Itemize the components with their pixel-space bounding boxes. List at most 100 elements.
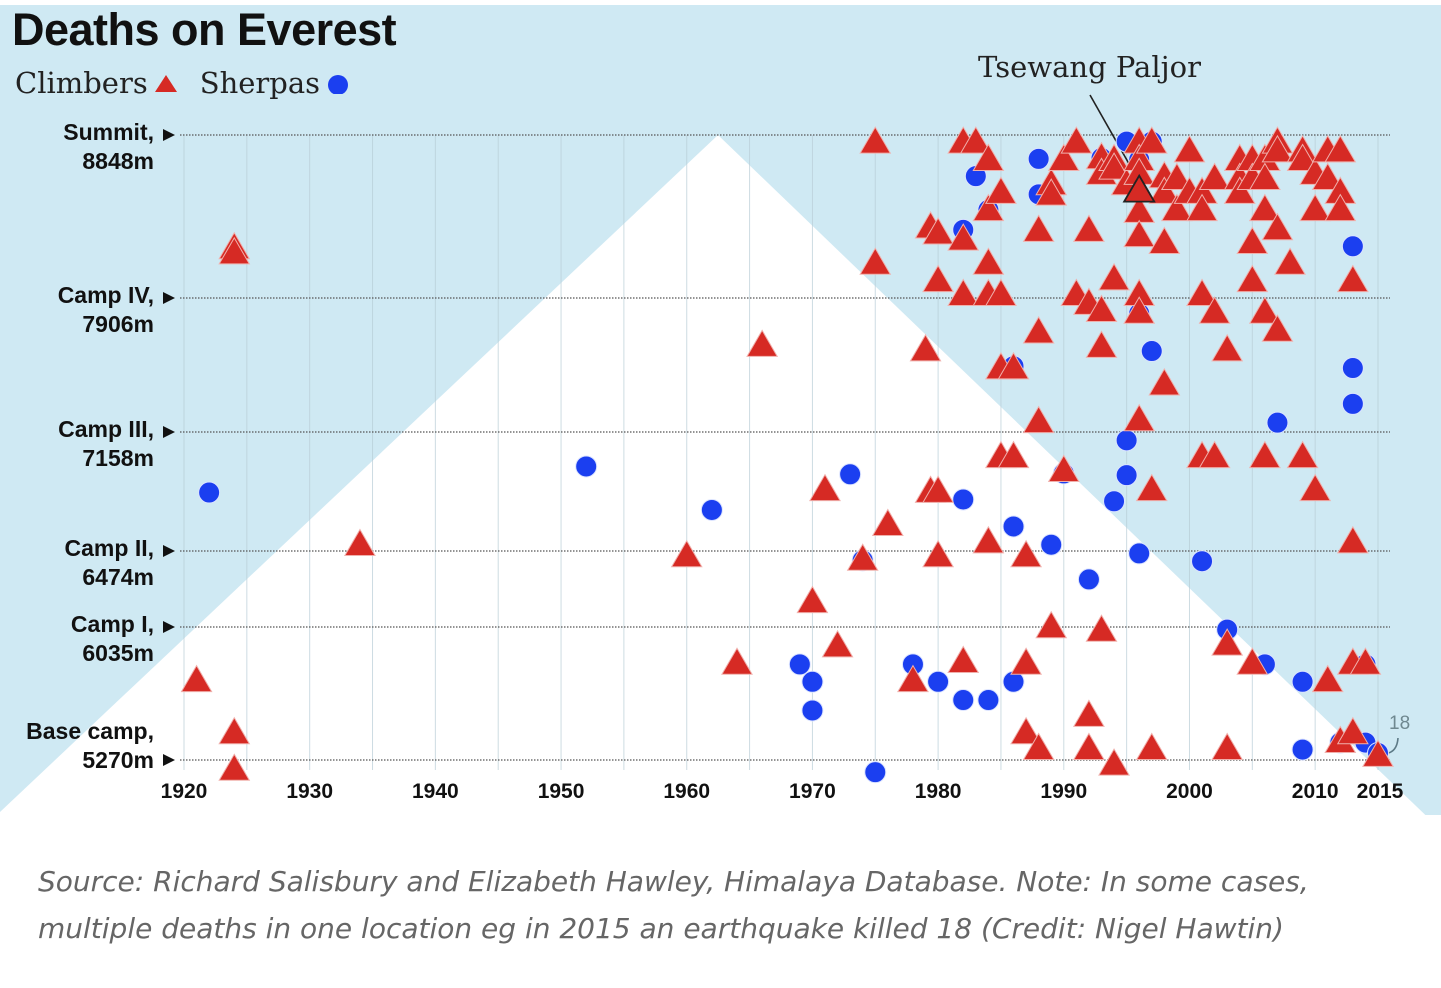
climber-point — [1236, 226, 1269, 255]
y-level-label: Summit, 8848m — [63, 118, 154, 176]
climber-point — [1186, 278, 1218, 306]
climber-point — [1135, 126, 1168, 154]
climber-point — [997, 440, 1030, 469]
x-tick-label: 2015 — [1356, 780, 1404, 803]
climber-point — [1123, 219, 1156, 248]
y-level-altitude: 7906m — [82, 311, 154, 337]
climber-point — [1035, 178, 1068, 206]
climber-point — [947, 645, 980, 674]
sherpa-point — [1341, 392, 1364, 415]
climber-point — [922, 264, 955, 293]
climber-point — [721, 647, 753, 675]
sherpa-point — [1191, 550, 1214, 573]
climber-point — [984, 278, 1017, 306]
climber-point — [180, 664, 213, 693]
climber-point — [1286, 440, 1319, 469]
climber-point — [1336, 264, 1369, 293]
sherpa-point — [1027, 147, 1050, 170]
climber-point — [1123, 296, 1156, 324]
climber-point — [1299, 473, 1332, 502]
climber-point — [1236, 264, 1269, 293]
climber-point — [959, 126, 992, 154]
climber-point — [796, 585, 829, 614]
sherpa-point — [801, 670, 824, 693]
highlight-point — [1122, 173, 1156, 203]
climber-point — [1349, 647, 1382, 675]
climber-point — [1211, 732, 1244, 760]
climber-point — [972, 143, 1005, 171]
climber-point — [1223, 176, 1256, 204]
climber-point — [1324, 193, 1357, 222]
climber-point — [1148, 176, 1181, 204]
climber-point — [1123, 403, 1156, 432]
chart-canvas — [0, 5, 1441, 830]
legend: Climbers Sherpas — [15, 66, 372, 100]
climber-point — [1148, 226, 1181, 255]
x-tick-label: 1970 — [789, 780, 836, 803]
climber-point — [1336, 716, 1369, 745]
triangle-icon — [154, 75, 177, 92]
source-note: Source: Richard Salisbury and Elizabeth … — [38, 865, 1309, 945]
sherpa-point — [1291, 670, 1314, 693]
climber-point — [1098, 262, 1131, 291]
mountain-shape — [0, 135, 1441, 830]
x-tick-label: 1940 — [412, 780, 459, 803]
climber-point — [746, 329, 779, 357]
climber-point — [922, 539, 955, 568]
altitude-lines — [163, 129, 1390, 766]
climber-point — [1198, 296, 1231, 324]
sherpa-point — [1103, 490, 1126, 513]
x-tick-label: 1960 — [663, 780, 711, 803]
climber-point — [1160, 162, 1193, 191]
climber-point — [1261, 314, 1294, 342]
climber-point — [1135, 473, 1168, 502]
sherpa-point — [952, 488, 975, 511]
sherpa-point — [1266, 411, 1289, 434]
climber-point — [1236, 647, 1269, 675]
arrow-right-icon — [163, 129, 175, 141]
sherpa-point — [1115, 429, 1138, 452]
sherpa-point — [1115, 464, 1138, 487]
sherpa-point — [801, 699, 824, 722]
climber-point — [218, 236, 251, 265]
y-level-label: Camp IV, 7906m — [58, 281, 154, 339]
climber-point — [1362, 739, 1394, 767]
sherpa-point — [977, 689, 1000, 712]
climber-point — [1336, 525, 1369, 554]
x-tick-label: 1920 — [160, 780, 208, 803]
climber-point — [1311, 664, 1344, 693]
y-level-label: Base camp, 5270m — [26, 717, 154, 775]
climber-point — [972, 247, 1005, 275]
highlight-triangle — [1122, 173, 1156, 203]
y-level-altitude: 8848m — [82, 148, 154, 174]
climber-point — [1160, 193, 1193, 222]
sherpa-point — [1040, 533, 1063, 556]
y-level-name: Summit, — [63, 119, 154, 145]
legend-label-sherpas: Sherpas — [199, 66, 321, 100]
y-level-label: Camp III, 7158m — [58, 415, 154, 473]
sherpa-point — [927, 670, 950, 693]
y-level-name: Camp IV, — [57, 282, 154, 308]
sherpa-point — [1341, 235, 1364, 258]
y-level-label: Camp I, 6035m — [71, 610, 154, 668]
climber-point — [1022, 315, 1055, 344]
climber-point — [1173, 134, 1206, 163]
sherpa-point — [1140, 340, 1163, 363]
climber-point — [997, 351, 1030, 380]
climber-point — [1022, 405, 1055, 434]
climber-point — [947, 223, 980, 251]
climber-point — [859, 247, 892, 275]
sherpa-point — [198, 481, 221, 504]
climber-point — [871, 508, 904, 536]
sherpa-point — [952, 689, 975, 712]
climber-point — [1060, 126, 1093, 154]
climber-point — [1022, 214, 1055, 242]
y-level-label: Camp II, 6474m — [65, 534, 154, 592]
climber-point — [821, 629, 854, 658]
climber-point — [218, 716, 251, 745]
chart-title: Deaths on Everest — [12, 4, 397, 55]
climber-point — [897, 664, 929, 693]
climber-point — [1047, 454, 1080, 483]
climber-point — [1248, 296, 1281, 324]
sherpa-point — [700, 498, 723, 521]
